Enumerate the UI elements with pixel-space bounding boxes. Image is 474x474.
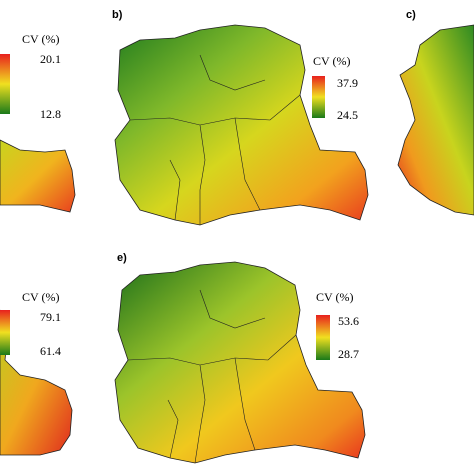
colorbar [312, 76, 325, 118]
colorbar [316, 315, 330, 360]
legend-max: 20.1 [40, 52, 61, 66]
map-region [397, 24, 474, 216]
colorbar [0, 54, 10, 114]
legend-title: CV (%) [22, 32, 59, 46]
panel-label: c) [406, 9, 416, 21]
legend-max: 53.6 [338, 314, 359, 328]
legend-title: CV (%) [316, 290, 353, 304]
panel-c: c) [397, 9, 474, 216]
panel-label: e) [117, 252, 127, 264]
panel-a: CV (%) 20.1 12.8 [0, 32, 76, 213]
legend-min: 28.7 [338, 347, 359, 361]
legend-min: 12.8 [40, 107, 61, 121]
panel-d: CV (%) 79.1 61.4 [0, 290, 73, 456]
panel-b: b) CV (%) 37.9 24.5 [112, 9, 369, 226]
map-region [0, 139, 76, 213]
panel-e: e) CV (%) 53.6 28.7 [114, 252, 366, 464]
legend-max: 79.1 [40, 310, 61, 324]
panel-label: b) [112, 9, 123, 21]
legend-max: 37.9 [337, 76, 358, 90]
legend-title: CV (%) [22, 290, 59, 304]
map-region [114, 261, 366, 464]
legend-min: 24.5 [337, 108, 358, 122]
map-region [114, 24, 369, 226]
legend-title: CV (%) [313, 54, 350, 68]
map-region [0, 309, 73, 456]
colorbar [0, 310, 10, 355]
legend-min: 61.4 [40, 344, 61, 358]
